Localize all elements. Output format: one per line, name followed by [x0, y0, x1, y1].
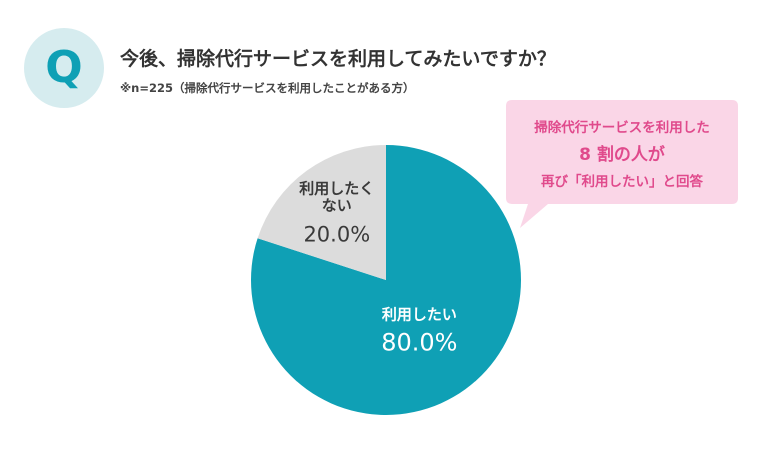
- callout-line-2: 8 割の人が: [579, 145, 665, 165]
- callout-line-3: 再び「利用したい」と回答: [541, 174, 703, 190]
- pie-value-1: 20.0%: [303, 222, 370, 246]
- question-title: 今後、掃除代行サービスを利用してみたいですか？: [120, 48, 556, 70]
- callout-bubble: [506, 100, 738, 228]
- pie-label-1-line-0: 利用したく: [299, 179, 374, 197]
- question-badge: Q: [24, 28, 104, 108]
- question-badge-letter: Q: [45, 42, 83, 93]
- sample-note: ※n=225（掃除代行サービスを利用したことがある方）: [120, 81, 415, 95]
- pie-slices: [250, 145, 521, 415]
- callout-line-1: 掃除代行サービスを利用した: [534, 120, 710, 136]
- pie-label-0-line-0: 利用したい: [382, 305, 457, 323]
- pie-slice-1: [257, 145, 386, 280]
- pie-slice-0: [250, 145, 521, 415]
- pie-value-0: 80.0%: [381, 328, 457, 356]
- pie-label-1-line-1: ない: [322, 196, 352, 214]
